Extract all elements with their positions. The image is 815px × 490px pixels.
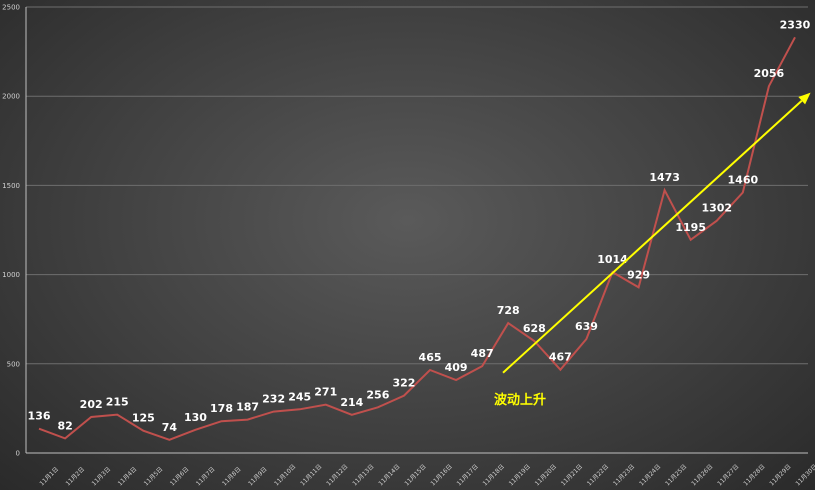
x-tick-label: 11月5日 — [143, 466, 165, 488]
data-label: 322 — [392, 377, 415, 390]
data-label: 82 — [57, 419, 72, 432]
y-tick-label: 500 — [7, 360, 20, 368]
x-tick-label: 11月28日 — [742, 463, 766, 487]
data-label: 929 — [627, 268, 650, 281]
x-tick-label: 11月18日 — [482, 463, 506, 487]
data-label: 628 — [523, 322, 546, 335]
x-tick-label: 11月1日 — [38, 466, 60, 488]
y-tick-label: 1000 — [2, 271, 20, 279]
data-label: 1014 — [597, 253, 628, 266]
trend-arrow-head — [798, 92, 811, 105]
x-tick-label: 11月11日 — [299, 463, 323, 487]
x-tick-label: 11月4日 — [117, 466, 139, 488]
x-tick-label: 11月25日 — [664, 463, 688, 487]
x-tick-label: 11月12日 — [325, 463, 349, 487]
data-label: 487 — [471, 347, 494, 360]
x-tick-label: 11月22日 — [586, 463, 610, 487]
x-tick-label: 11月9日 — [247, 466, 269, 488]
data-label: 215 — [106, 396, 129, 409]
data-label: 245 — [288, 390, 311, 403]
x-tick-label: 11月6日 — [169, 466, 191, 488]
x-axis-ticks: 11月1日 11月2日 11月3日 11月4日 11月5日 11月6日 11月7日 11月8日… — [38, 463, 815, 487]
data-label: 2330 — [780, 18, 811, 31]
y-tick-label: 1500 — [2, 182, 20, 190]
data-label: 1302 — [701, 202, 732, 215]
x-tick-label: 11月15日 — [403, 463, 427, 487]
x-tick-label: 11月16日 — [429, 463, 453, 487]
trend-arrow-line — [502, 99, 803, 374]
data-label: 728 — [497, 304, 520, 317]
x-tick-label: 11月14日 — [377, 463, 401, 487]
data-label: 130 — [184, 411, 207, 424]
y-tick-label: 0 — [16, 450, 20, 458]
y-tick-label: 2000 — [2, 93, 20, 101]
data-label: 467 — [549, 351, 572, 364]
data-label: 74 — [162, 421, 178, 434]
data-label: 232 — [262, 393, 285, 406]
gridlines — [26, 6, 808, 365]
x-tick-label: 11月8日 — [221, 466, 243, 488]
x-tick-label: 11月23日 — [612, 463, 636, 487]
data-label: 409 — [445, 361, 468, 374]
data-label: 639 — [575, 320, 598, 333]
data-label: 1195 — [675, 221, 706, 234]
data-label: 1473 — [649, 171, 680, 184]
y-axis-ticks: 0 500 1000 1500 2000 2500 — [2, 4, 20, 458]
data-label: 214 — [340, 396, 363, 409]
y-tick-label: 2500 — [2, 4, 20, 12]
x-tick-label: 11月17日 — [456, 463, 480, 487]
x-tick-label: 11月24日 — [638, 463, 662, 487]
data-label: 256 — [366, 388, 389, 401]
x-tick-label: 11月3日 — [91, 466, 113, 488]
x-tick-label: 11月13日 — [351, 463, 375, 487]
data-label: 1460 — [728, 174, 759, 187]
x-tick-label: 11月2日 — [65, 466, 87, 488]
x-tick-label: 11月30日 — [794, 463, 815, 487]
data-label: 202 — [80, 398, 103, 411]
series-line — [38, 36, 796, 441]
x-tick-label: 11月29日 — [768, 463, 792, 487]
data-label: 125 — [132, 412, 155, 425]
trend-arrow — [502, 92, 811, 374]
data-label: 187 — [236, 401, 259, 414]
data-label: 271 — [314, 386, 337, 399]
x-tick-label: 11月7日 — [195, 466, 217, 488]
x-tick-label: 11月10日 — [273, 463, 297, 487]
data-label: 136 — [28, 410, 51, 423]
data-label: 178 — [210, 402, 233, 415]
data-label: 2056 — [754, 67, 785, 80]
x-tick-label: 11月26日 — [690, 463, 714, 487]
x-tick-label: 11月21日 — [560, 463, 584, 487]
data-label: 465 — [419, 351, 442, 364]
x-tick-label: 11月20日 — [534, 463, 558, 487]
annotation-text: 波动上升 — [494, 392, 546, 408]
x-tick-label: 11月19日 — [508, 463, 532, 487]
x-tick-label: 11月27日 — [716, 463, 740, 487]
